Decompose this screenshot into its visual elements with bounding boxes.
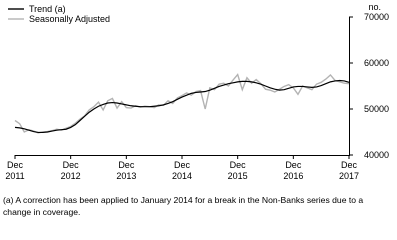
x-tick-label: Dec 2012 xyxy=(61,160,81,181)
legend-label: Trend (a) xyxy=(29,4,66,14)
legend-label: Seasonally Adjusted xyxy=(29,14,110,24)
y-tick-label: 50000 xyxy=(364,104,389,114)
y-tick-label: 60000 xyxy=(364,58,389,68)
page: no. 40000 50000 60000 70000 Dec 2011 Dec 2012 De… xyxy=(3,2,389,217)
y-axis-label: no. xyxy=(368,2,381,12)
x-tick-label: Dec 2014 xyxy=(172,160,192,181)
x-tick-label: Dec 2011 xyxy=(5,160,24,181)
x-tick-label: Dec 2015 xyxy=(228,160,248,181)
y-tick-label: 70000 xyxy=(364,12,389,22)
x-tick-label: Dec 2013 xyxy=(116,160,136,181)
x-tick-label: Dec 2016 xyxy=(283,160,303,181)
x-tick-label: Dec 2017 xyxy=(339,160,359,181)
series-line xyxy=(14,79,350,134)
chart: no. 40000 50000 60000 70000 Dec 2011 Dec 2012 De… xyxy=(5,2,389,181)
series-line xyxy=(14,73,350,134)
y-tick-label: 40000 xyxy=(364,150,389,160)
footnote: (a) A correction has been applied to Jan… xyxy=(3,195,364,217)
